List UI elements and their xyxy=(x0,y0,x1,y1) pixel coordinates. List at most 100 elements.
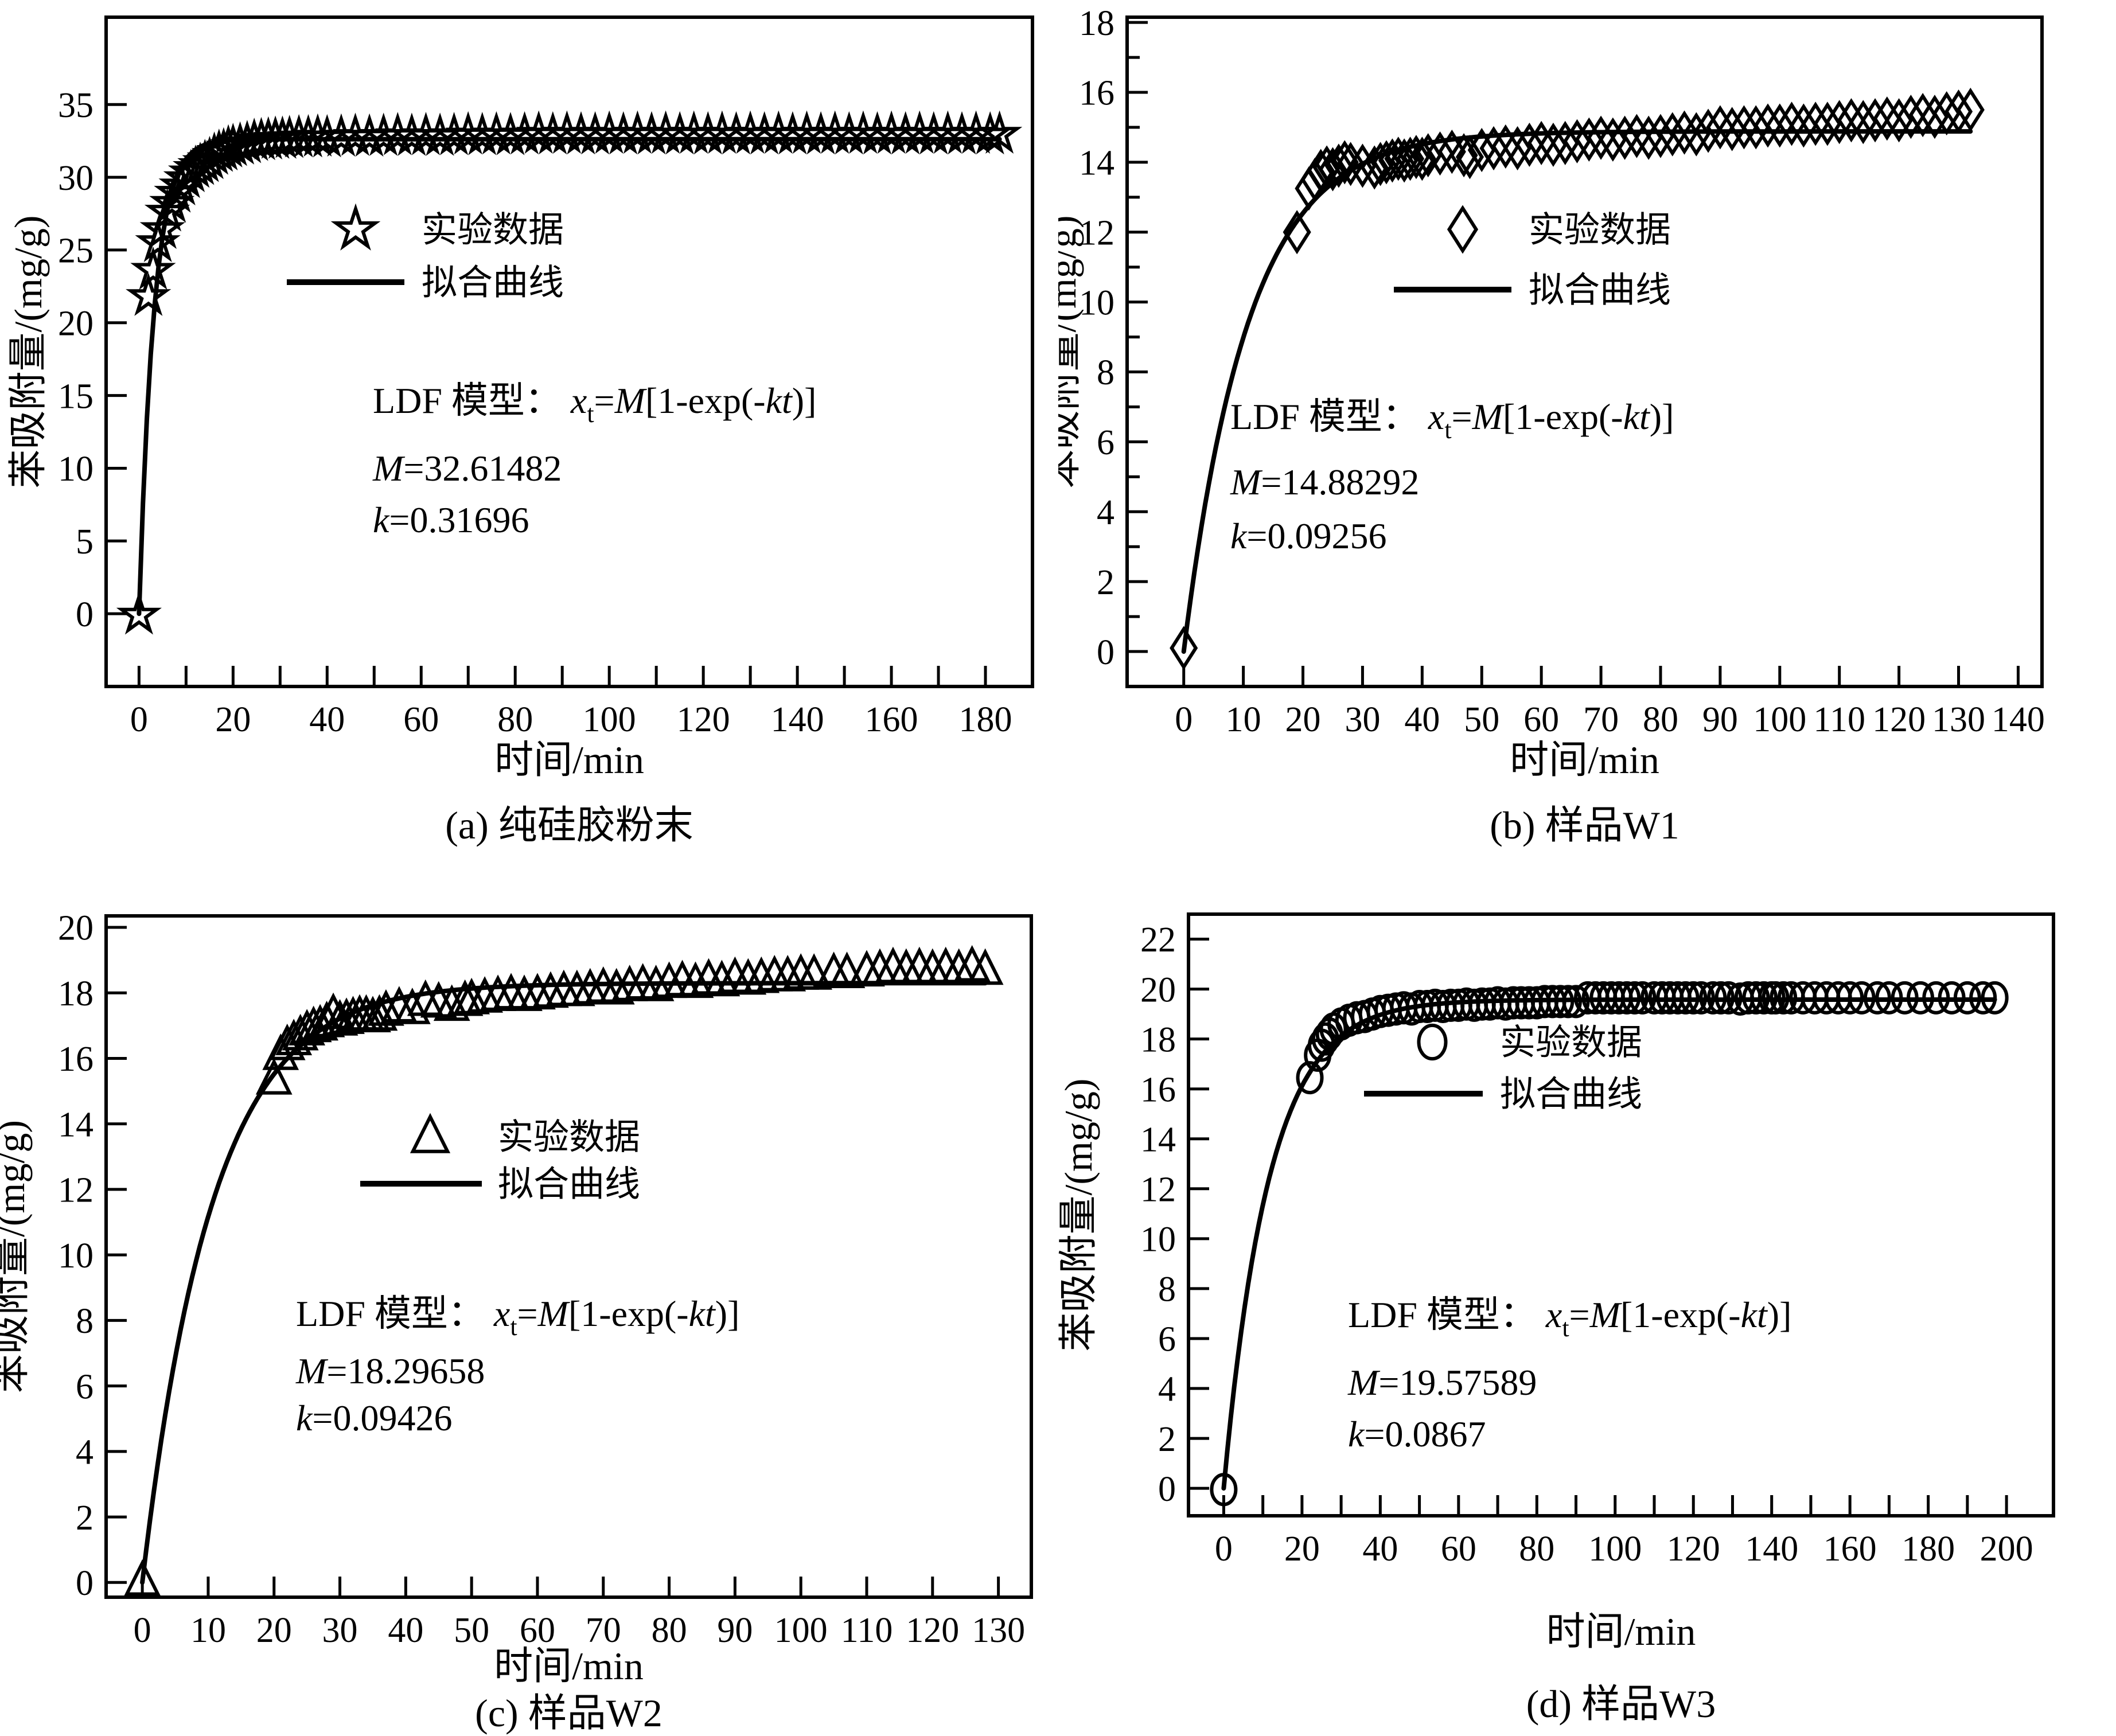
y-tick-label: 12 xyxy=(1079,213,1114,252)
model-M-value: M=19.57589 xyxy=(1347,1362,1537,1403)
y-tick-label: 18 xyxy=(58,974,93,1013)
y-tick-label: 0 xyxy=(1097,633,1114,672)
diamond-data-point-marker xyxy=(1729,105,1759,150)
model-M-value: M=14.88292 xyxy=(1230,462,1419,502)
x-tick-label: 100 xyxy=(1753,700,1806,739)
x-tick-label: 10 xyxy=(1226,700,1261,739)
data-points xyxy=(124,945,1004,1596)
y-tick-label: 4 xyxy=(1097,493,1114,532)
diamond-data-point-marker xyxy=(1646,114,1675,158)
x-axis-title: 时间/min xyxy=(1510,738,1659,782)
legend-fit-label: 拟合曲线 xyxy=(1500,1075,1642,1114)
x-tick-label: 0 xyxy=(134,1611,151,1650)
circle-data-point-marker xyxy=(1969,981,1997,1015)
y-tick-label: 14 xyxy=(1140,1120,1176,1159)
fit-curve xyxy=(137,136,1002,617)
x-tick-label: 50 xyxy=(1464,700,1499,739)
y-tick-label: 30 xyxy=(58,159,93,198)
diamond-data-point-marker xyxy=(1330,140,1359,185)
y-tick-label: 6 xyxy=(1158,1320,1176,1359)
y-tick-label: 12 xyxy=(58,1171,93,1210)
y-tick-label: 16 xyxy=(58,1040,93,1079)
y-tick-label: 35 xyxy=(58,86,93,125)
star-data-point-marker xyxy=(330,203,381,251)
diamond-data-point-marker xyxy=(1170,626,1198,670)
circle-data-point-marker xyxy=(1770,981,1798,1015)
diamond-data-point-marker xyxy=(1741,105,1770,150)
panel-c: 0 10 20 30 40 50 60 70 80 90 100 110 120 130 0 2 4 6 8 10 12… xyxy=(0,909,1033,1735)
diamond-data-point-marker xyxy=(1766,103,1794,148)
triangle-data-point-marker xyxy=(703,959,741,997)
y-tick-label: 20 xyxy=(1140,970,1176,1009)
diamond-data-point-marker xyxy=(1861,98,1889,143)
diamond-data-point-marker xyxy=(1658,112,1687,157)
x-tick-label: 60 xyxy=(520,1611,555,1650)
triangle-data-point-marker xyxy=(637,965,675,1001)
circle-data-point-marker xyxy=(1907,981,1934,1015)
x-tick-label: 60 xyxy=(403,700,439,739)
diamond-data-point-marker xyxy=(1455,135,1484,180)
y-tick-label: 20 xyxy=(58,909,93,948)
circle-data-point-marker xyxy=(1891,981,1919,1015)
x-tick-label: 60 xyxy=(1441,1530,1476,1569)
diamond-data-point-marker xyxy=(1849,100,1877,145)
diamond-data-point-marker xyxy=(1634,115,1663,160)
y-tick-label: 5 xyxy=(76,522,93,561)
x-tick-label: 140 xyxy=(771,700,824,739)
legend-data-label: 实验数据 xyxy=(422,211,564,250)
circle-data-point-marker xyxy=(1562,985,1590,1019)
y-tick-label: 8 xyxy=(76,1302,93,1341)
model-formula: LDF 模型： xt=M[1-exp(-kt)] xyxy=(373,380,816,428)
diamond-data-point-marker xyxy=(1813,102,1842,146)
x-tick-label: 160 xyxy=(1823,1530,1877,1569)
circle-data-point-marker xyxy=(1687,981,1715,1015)
x-tick-label: 120 xyxy=(1667,1530,1720,1569)
model-formula: LDF 模型： xt=M[1-exp(-kt)] xyxy=(296,1293,739,1341)
circle-data-point-marker xyxy=(1546,985,1575,1019)
y-axis-title: 苯吸附量/(mg/g) xyxy=(0,1120,33,1393)
y-tick-label: 12 xyxy=(1140,1170,1176,1209)
panel-a: 0 20 40 60 80 100 120 140 160 180 0 5 10 15 20 25 30 35 实验… xyxy=(6,15,1034,847)
triangle-data-point-marker xyxy=(275,1019,313,1056)
x-tick-label: 90 xyxy=(717,1611,753,1650)
y-tick-label: 2 xyxy=(1158,1420,1176,1459)
legend-fit-label: 拟合曲线 xyxy=(1529,271,1671,310)
panel-caption: (a) 纯硅胶粉末 xyxy=(445,803,693,847)
diamond-data-point-marker xyxy=(1479,126,1508,171)
diamond-data-point-marker xyxy=(1575,117,1603,162)
y-tick-label: 15 xyxy=(58,377,93,416)
circle-data-point-marker xyxy=(1210,1473,1238,1507)
y-tick-label: 14 xyxy=(58,1105,93,1144)
y-tick-label: 0 xyxy=(76,1564,93,1603)
y-tick-label: 0 xyxy=(76,595,93,634)
x-axis-title: 时间/min xyxy=(1546,1610,1696,1653)
model-formula: LDF 模型： xt=M[1-exp(-kt)] xyxy=(1230,396,1674,444)
y-axis-title: 苯吸附量/(mg/g) xyxy=(6,216,50,489)
y-tick-label: 0 xyxy=(1158,1470,1176,1509)
panel-caption: (c) 样品W2 xyxy=(475,1691,663,1735)
diamond-data-point-marker xyxy=(1789,103,1818,148)
triangle-data-point-marker xyxy=(796,953,833,990)
star-data-point-marker xyxy=(126,272,172,316)
x-tick-label: 70 xyxy=(586,1611,621,1650)
y-tick-label: 20 xyxy=(58,304,93,343)
circle-data-point-marker xyxy=(1628,981,1657,1015)
diamond-data-point-marker xyxy=(1402,135,1431,180)
circle-data-point-marker xyxy=(1981,981,2009,1015)
triangle-data-point-marker xyxy=(828,951,866,988)
triangle-data-point-marker xyxy=(967,948,1004,985)
triangle-data-point-marker xyxy=(124,1559,161,1596)
diamond-data-point-marker xyxy=(1611,115,1639,160)
y-tick-label: 4 xyxy=(1158,1370,1176,1409)
y-tick-label: 10 xyxy=(58,1236,93,1275)
data-points xyxy=(1210,981,2009,1507)
x-tick-label: 20 xyxy=(1285,700,1321,739)
x-tick-label: 80 xyxy=(652,1611,687,1650)
panel-d: 0 20 40 60 80 100 120 140 160 180 200 0 2 4 6 8 10 12 14 16… xyxy=(1058,912,2055,1726)
diamond-data-point-marker xyxy=(1718,107,1747,151)
legend-data-label: 实验数据 xyxy=(498,1118,640,1157)
y-tick-label: 16 xyxy=(1140,1070,1176,1109)
y-axis-title: 苯吸附量/(mg/g) xyxy=(1058,1079,1100,1352)
diamond-data-point-marker xyxy=(1503,126,1532,171)
